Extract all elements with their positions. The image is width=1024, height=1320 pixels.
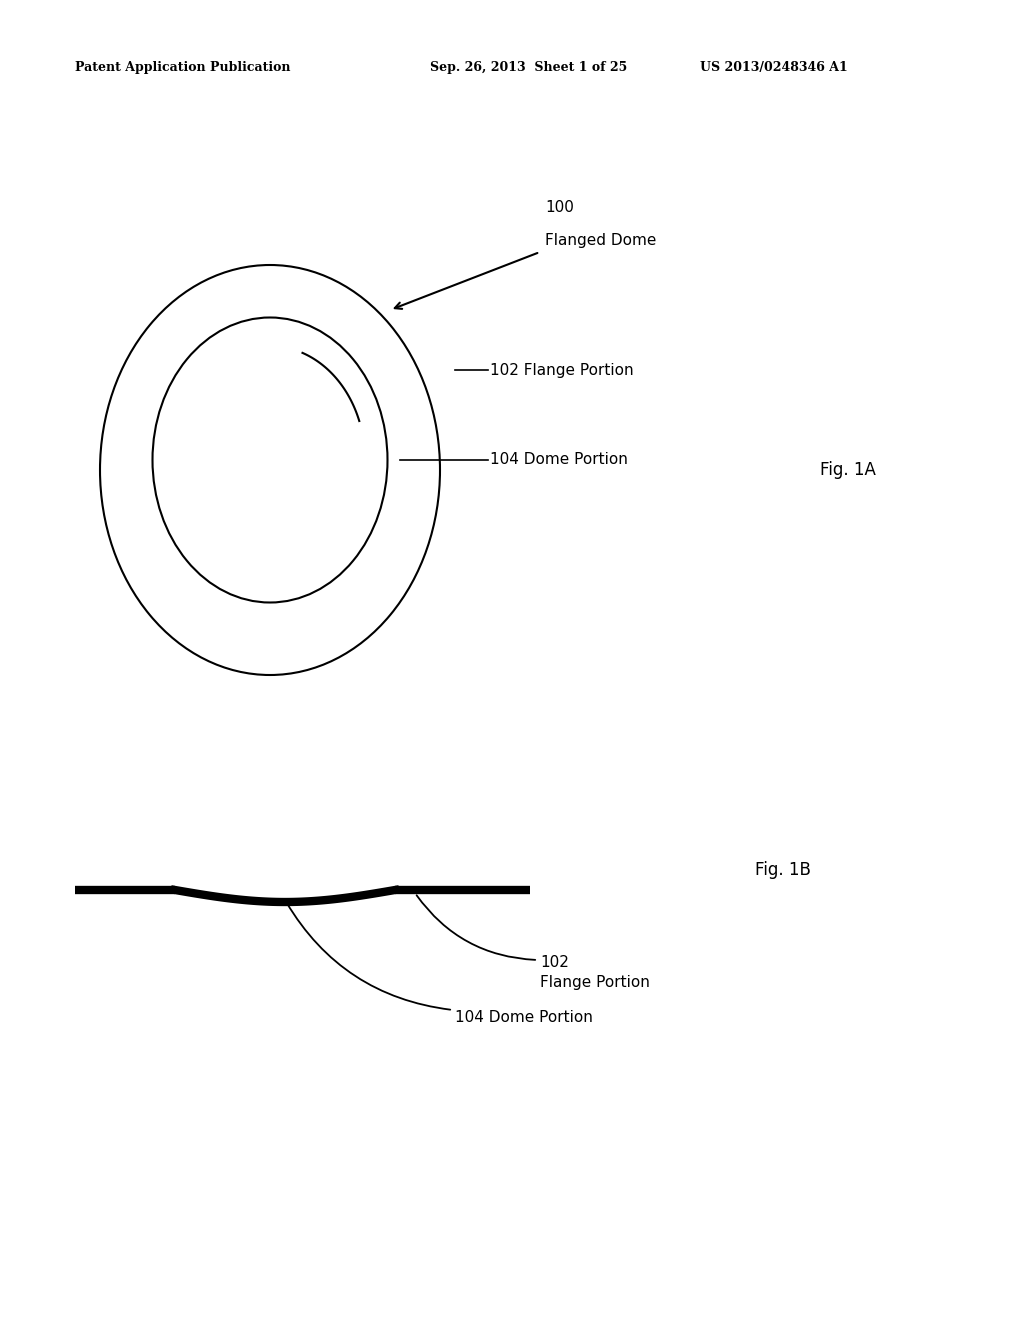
- Text: Sep. 26, 2013  Sheet 1 of 25: Sep. 26, 2013 Sheet 1 of 25: [430, 62, 628, 74]
- Text: 104 Dome Portion: 104 Dome Portion: [455, 1010, 593, 1026]
- Text: Flange Portion: Flange Portion: [540, 975, 650, 990]
- Text: Fig. 1A: Fig. 1A: [820, 461, 876, 479]
- Text: 104 Dome Portion: 104 Dome Portion: [490, 453, 628, 467]
- Text: US 2013/0248346 A1: US 2013/0248346 A1: [700, 62, 848, 74]
- Text: Patent Application Publication: Patent Application Publication: [75, 62, 291, 74]
- Text: 100: 100: [545, 201, 573, 215]
- Text: Fig. 1B: Fig. 1B: [755, 861, 811, 879]
- Text: Flanged Dome: Flanged Dome: [545, 234, 656, 248]
- Text: 102: 102: [540, 954, 569, 970]
- Text: 102 Flange Portion: 102 Flange Portion: [490, 363, 634, 378]
